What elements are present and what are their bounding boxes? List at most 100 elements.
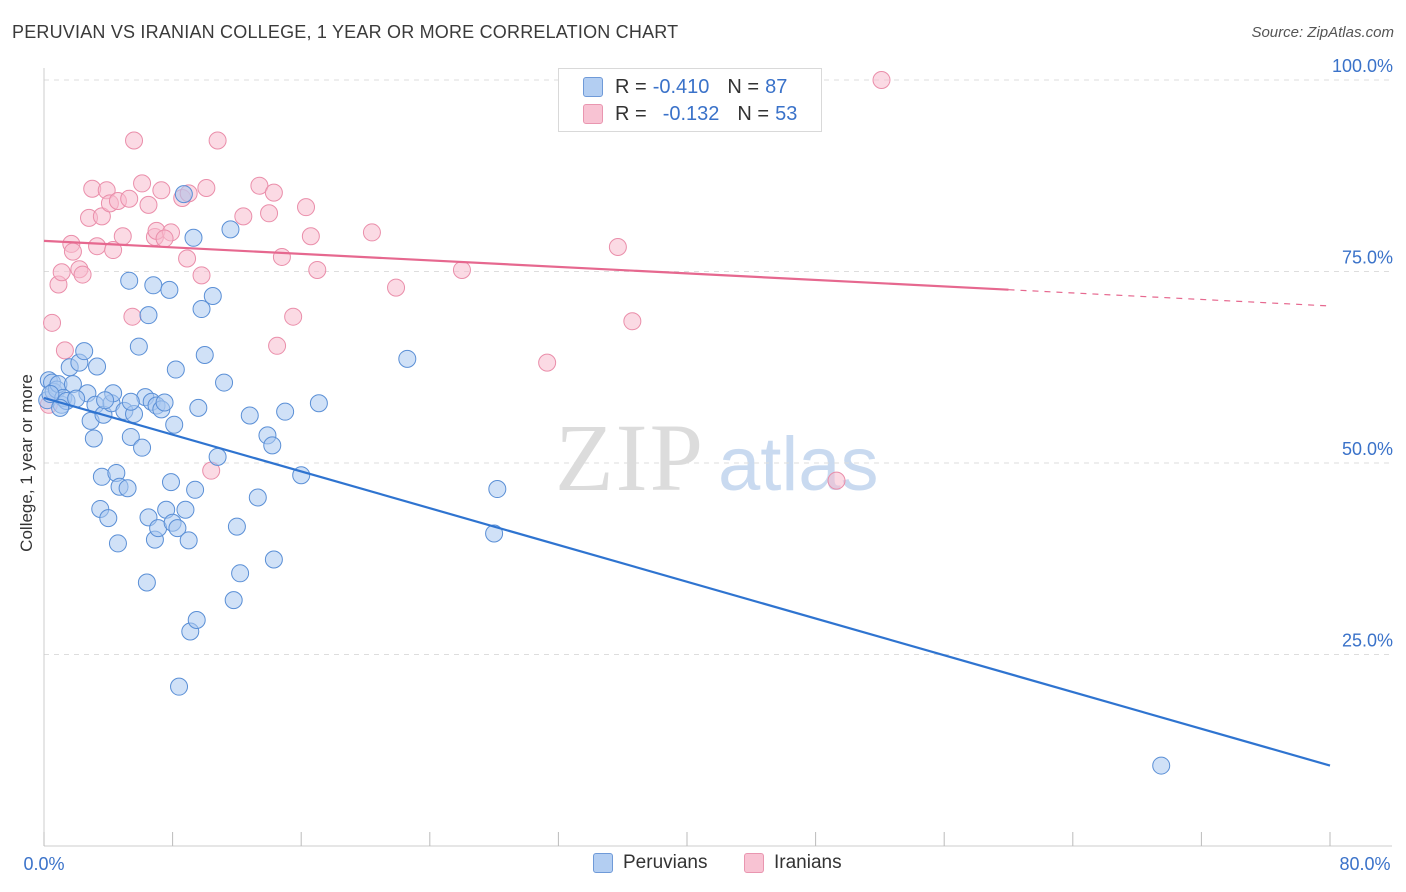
y-axis-label: College, 1 year or more (17, 374, 36, 552)
peruvian-point (485, 524, 504, 543)
watermark: ZIP atlas (555, 404, 879, 511)
peruvian-point (137, 573, 156, 592)
series-peruvians (38, 185, 1171, 775)
peruvian-point (133, 438, 152, 457)
legend-r-label: R = (615, 75, 647, 98)
peruvian-point (121, 427, 140, 446)
iranian-point (234, 207, 253, 226)
iranian-point (123, 307, 142, 326)
chart-title: PERUVIAN VS IRANIAN COLLEGE, 1 YEAR OR M… (12, 22, 679, 42)
peruvian-point (264, 550, 283, 569)
peruvian-point (189, 398, 208, 417)
peruvian-point (160, 280, 179, 299)
iranian-point (538, 353, 557, 372)
peruvian-point (168, 519, 187, 538)
iranian-point (73, 265, 92, 284)
iranian-point (301, 227, 320, 246)
iranian-point (155, 229, 174, 248)
iranian-point (125, 131, 144, 150)
iranian-point (308, 260, 327, 279)
bottom-legend-peruvians: Peruvians (593, 852, 708, 874)
iranian-point (284, 307, 303, 326)
peruvian-point (187, 611, 206, 630)
iranian-point (139, 195, 158, 214)
x-ticks (43, 832, 1331, 846)
peruvian-point (224, 591, 243, 610)
peruvian-point (215, 373, 234, 392)
x-tick-labels: 0.0% 80.0% (23, 854, 1390, 874)
watermark-zip: ZIP (555, 404, 705, 511)
bottom-legend-label-peruvians: Peruvians (623, 852, 708, 873)
peruvian-point (144, 276, 163, 295)
peruvian-point (166, 360, 185, 379)
iranian-point (92, 207, 111, 226)
bottom-legend: Peruvians Iranians (0, 852, 1406, 876)
peruvian-point (139, 306, 158, 325)
peruvian-point (186, 480, 205, 499)
legend-n-value: 53 (775, 102, 798, 125)
bottom-legend-iranians: Iranians (744, 852, 842, 874)
peruvian-point (176, 500, 195, 519)
peruvian-point (155, 393, 174, 412)
peruvian-point (88, 357, 107, 376)
peruvian-point (184, 228, 203, 247)
iranian-point (268, 336, 287, 355)
peruvian-point (221, 220, 240, 239)
x-tick-label: 0.0% (23, 854, 64, 874)
peruvian-point (120, 271, 139, 290)
peruvian-point (170, 677, 189, 696)
iranians-trend-line (43, 239, 1009, 291)
peruvian-point (488, 480, 507, 499)
y-tick-label: 75.0% (1342, 248, 1393, 268)
iranian-point (88, 237, 107, 256)
peruvian-point (309, 394, 328, 413)
peruvian-point (161, 473, 180, 492)
peruvian-point (108, 534, 127, 553)
iranian-point (197, 179, 216, 198)
iranian-point (192, 266, 211, 285)
axes (43, 68, 1392, 847)
source-label: Source: ZipAtlas.com (1251, 24, 1394, 41)
iranian-point (152, 181, 171, 200)
watermark-atlas: atlas (718, 422, 879, 507)
peruvian-point (192, 300, 211, 319)
peruvian-point (195, 345, 214, 364)
peruvian-point (99, 509, 118, 528)
iranian-point (250, 176, 269, 195)
trend-lines (43, 239, 1331, 767)
iranian-point (63, 242, 82, 261)
bottom-legend-label-iranians: Iranians (774, 852, 842, 873)
iranian-point (113, 227, 132, 246)
legend-n-label: N = (727, 75, 760, 98)
peruvian-point (231, 564, 250, 583)
peruvian-point (174, 185, 193, 204)
iranian-point (133, 174, 152, 193)
peruvians-trend-line (43, 396, 1331, 767)
peruvian-point (75, 342, 94, 361)
legend-r-value: -0.132 (662, 102, 720, 125)
peruvian-point (208, 447, 227, 466)
y-tick-labels: 25.0% 50.0% 75.0% 100.0% (1332, 56, 1393, 651)
y-tick-label: 25.0% (1342, 631, 1393, 651)
peruvian-point (398, 349, 417, 368)
iranians-trend-extension (1008, 289, 1331, 307)
legend-swatch-peruvians (583, 77, 603, 97)
iranian-point (260, 204, 279, 223)
iranian-point (52, 263, 71, 282)
bottom-legend-swatch-iranians (744, 853, 764, 873)
iranian-point (120, 189, 139, 208)
peruvian-point (240, 406, 259, 425)
peruvian-point (263, 436, 282, 455)
iranian-point (827, 471, 846, 490)
peruvian-point (118, 479, 137, 498)
x-tick-label: 80.0% (1339, 854, 1390, 874)
iranian-point (178, 249, 197, 268)
legend-swatch-iranians (583, 104, 603, 124)
peruvian-point (165, 415, 184, 434)
legend-row-peruvians: R = -0.410 N = 87 (583, 75, 787, 99)
iranian-point (872, 71, 891, 89)
iranian-point (208, 131, 227, 150)
legend-n-value: 87 (765, 75, 788, 98)
iranian-point (55, 341, 74, 360)
